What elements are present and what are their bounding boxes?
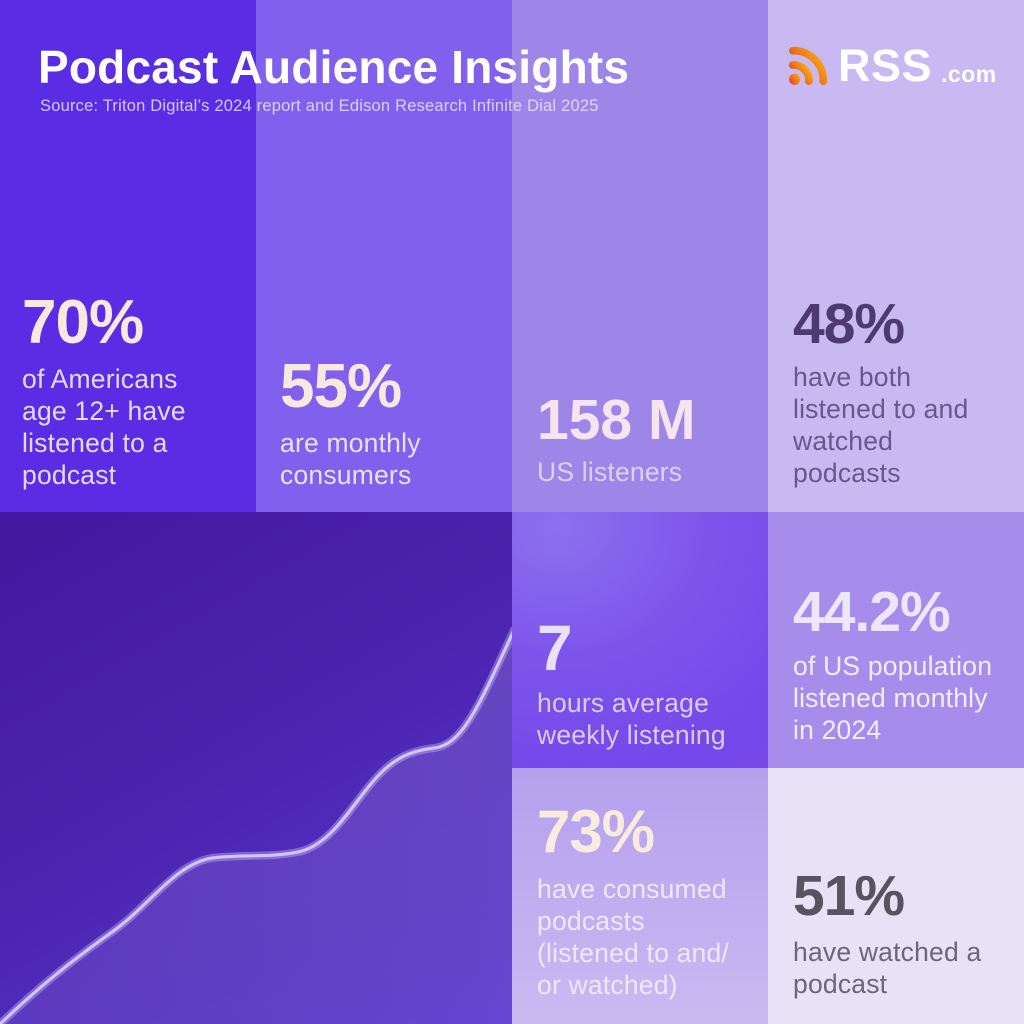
- stat-monthly-consumers: 55% are monthly consumers: [280, 356, 515, 491]
- stat-listened-and-watched-value: 48%: [793, 292, 905, 356]
- stat-consumed-value: 73%: [537, 798, 655, 865]
- stat-monthly-2024-cell: 44.2% of US population listened monthly …: [768, 512, 1024, 768]
- stat-monthly-2024-value: 44.2%: [793, 580, 951, 644]
- stat-consumed-label: have consumed podcasts (listened to and/…: [537, 874, 729, 1001]
- stat-consumed-cell: 73% have consumed podcasts (listened to …: [512, 768, 768, 1024]
- stat-weekly-hours-value: 7: [537, 612, 573, 684]
- logo-tld-suffix: .com: [941, 61, 997, 87]
- stat-weekly-hours-label: hours average weekly listening: [537, 688, 726, 751]
- stat-watched-value: 51%: [793, 864, 905, 928]
- stat-listened-ever: 70% of Americans age 12+ have listened t…: [22, 292, 257, 491]
- growth-trend-chart: [0, 626, 512, 1024]
- stat-weekly-hours-cell: 7 hours average weekly listening: [512, 512, 768, 768]
- stat-listened-ever-label: of Americans age 12+ have listened to a …: [22, 364, 186, 491]
- stat-listened-and-watched: 48% have both listened to and watched po…: [793, 296, 1018, 489]
- stat-us-listeners-label: US listeners: [537, 457, 683, 487]
- stat-watched-cell: 51% have watched a podcast: [768, 768, 1024, 1024]
- stat-monthly-consumers-label: are monthly consumers: [280, 428, 421, 491]
- page-title: Podcast Audience Insights: [38, 41, 630, 93]
- stat-listened-and-watched-label: have both listened to and watched podcas…: [793, 362, 969, 489]
- stat-monthly-consumers-value: 55%: [280, 352, 402, 421]
- growth-cell: Monthly podcast listeners grew 9.6% year…: [0, 512, 512, 1024]
- stat-watched-label: have watched a podcast: [793, 937, 982, 1000]
- rss-com-logo: RSS .com: [787, 42, 997, 88]
- stat-us-listeners: 158 M US listeners: [537, 392, 772, 488]
- rss-feed-icon: [787, 42, 829, 88]
- source-attribution: Source: Triton Digital’s 2024 report and…: [40, 97, 599, 115]
- stat-listened-ever-value: 70%: [22, 288, 144, 357]
- stat-us-listeners-value: 158 M: [537, 388, 696, 452]
- stat-monthly-2024-label: of US population listened monthly in 202…: [793, 651, 993, 746]
- logo-wordmark: RSS: [838, 40, 933, 92]
